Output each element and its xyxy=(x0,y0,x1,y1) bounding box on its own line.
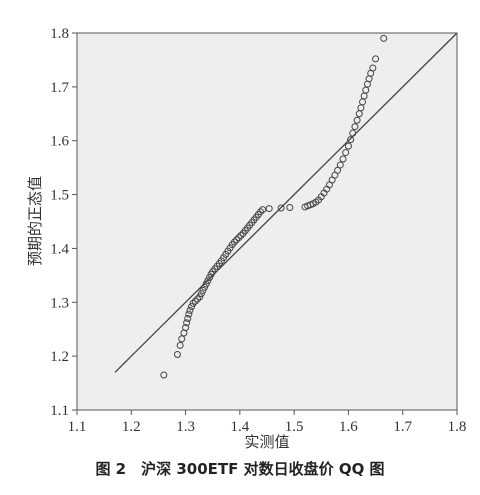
data-point xyxy=(369,64,377,72)
data-point xyxy=(184,314,192,322)
data-point xyxy=(265,205,273,213)
x-tick-label: 1.3 xyxy=(176,419,195,435)
x-tick-label: 1.8 xyxy=(448,419,467,435)
data-point xyxy=(342,149,350,157)
data-point xyxy=(372,55,380,63)
data-point xyxy=(202,280,210,288)
data-points xyxy=(160,34,388,379)
data-point xyxy=(380,34,388,42)
y-tick-label: 1.1 xyxy=(50,403,69,419)
axis-ticks: 1.1 1.2 1.3 1.4 1.5 1.6 1.7 1.8 1.1 1.2 1.3 1.4 1.5 1… xyxy=(50,26,466,435)
figure-caption: 图 2 沪深 300ETF 对数日收盘价 QQ 图 xyxy=(95,460,385,478)
data-point xyxy=(286,203,294,211)
data-point xyxy=(233,236,241,244)
x-tick-label: 1.1 xyxy=(68,419,87,435)
data-point xyxy=(196,293,204,301)
x-tick-label: 1.5 xyxy=(285,419,304,435)
data-point xyxy=(334,166,342,174)
data-point xyxy=(178,335,186,343)
data-point xyxy=(205,274,213,282)
data-point xyxy=(194,295,202,303)
y-tick-label: 1.3 xyxy=(50,295,69,311)
data-point xyxy=(349,129,357,137)
data-point xyxy=(230,238,238,246)
data-point xyxy=(188,303,196,311)
data-point xyxy=(197,290,205,298)
data-point xyxy=(237,232,245,240)
data-point xyxy=(351,123,359,131)
data-point xyxy=(176,341,184,349)
data-point xyxy=(182,324,190,332)
data-point xyxy=(235,234,243,242)
data-point xyxy=(185,310,193,318)
x-axis-title: 实测值 xyxy=(244,433,289,451)
data-point xyxy=(160,371,168,379)
data-point xyxy=(259,206,267,214)
y-tick-label: 1.5 xyxy=(50,188,69,204)
y-tick-label: 1.6 xyxy=(50,134,69,150)
data-point xyxy=(353,116,361,124)
data-point xyxy=(186,306,194,314)
data-point xyxy=(173,351,181,359)
data-point xyxy=(339,155,347,163)
data-point xyxy=(191,297,199,305)
y-tick-label: 1.7 xyxy=(50,80,69,96)
x-tick-label: 1.2 xyxy=(122,419,141,435)
data-point xyxy=(277,204,285,212)
data-point xyxy=(347,136,355,144)
data-point xyxy=(183,319,191,327)
data-point xyxy=(336,161,344,169)
y-tick-label: 1.2 xyxy=(50,349,69,365)
data-point xyxy=(344,142,352,150)
data-point xyxy=(189,299,197,307)
x-tick-label: 1.4 xyxy=(230,419,249,435)
y-tick-label: 1.4 xyxy=(50,241,69,257)
x-tick-label: 1.7 xyxy=(393,419,412,435)
y-axis-title: 预期的正态值 xyxy=(26,176,44,266)
data-point xyxy=(201,283,209,291)
data-point xyxy=(256,208,264,216)
reference-line xyxy=(114,32,458,373)
x-tick-label: 1.6 xyxy=(339,419,358,435)
data-point xyxy=(199,286,207,294)
data-point xyxy=(204,277,212,285)
y-tick-label: 1.8 xyxy=(50,26,69,42)
